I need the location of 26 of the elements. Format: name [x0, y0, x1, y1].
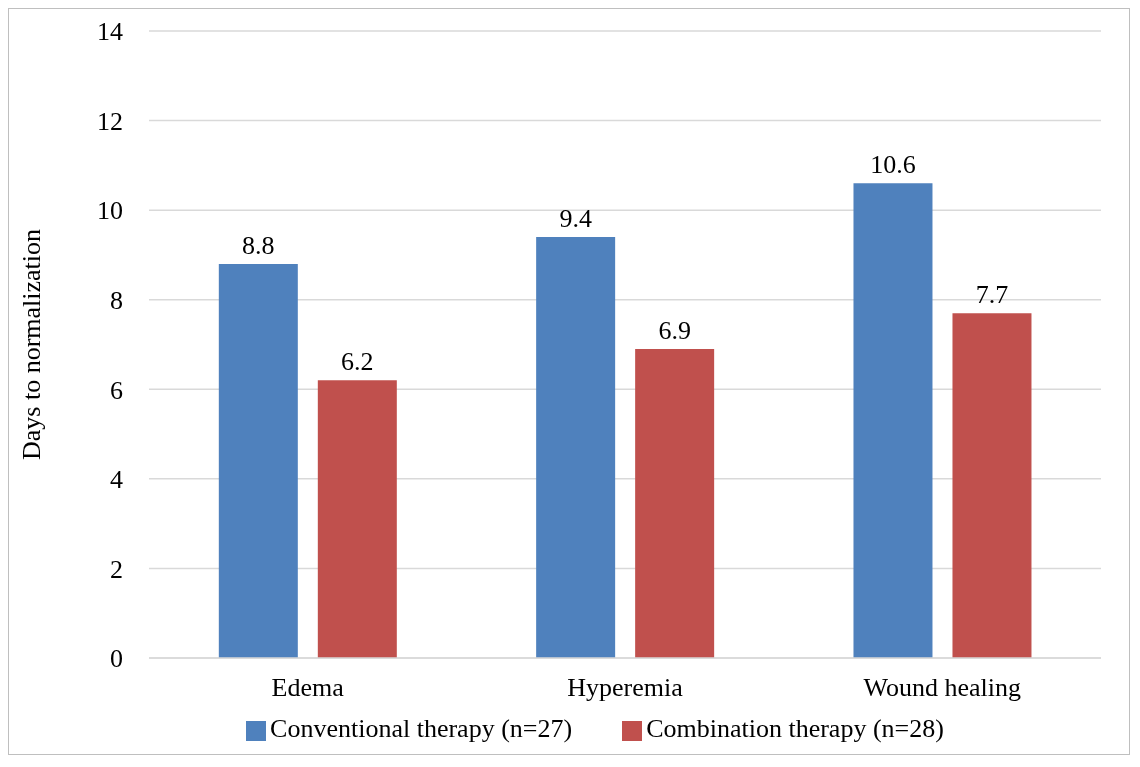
- data-label: 8.8: [242, 230, 275, 260]
- data-label: 6.9: [658, 315, 691, 345]
- y-tick-label: 0: [110, 644, 123, 674]
- bar: [853, 183, 933, 658]
- data-label: 7.7: [975, 280, 1009, 310]
- legend-label: Combination therapy (n=28): [646, 714, 944, 743]
- bar: [218, 263, 298, 658]
- data-label: 6.2: [341, 347, 374, 377]
- y-tick-label: 8: [110, 285, 123, 315]
- y-tick-label: 12: [97, 106, 123, 136]
- y-tick-label: 14: [97, 17, 123, 47]
- bar: [317, 380, 397, 658]
- y-tick-label: 2: [110, 554, 123, 584]
- bar: [635, 348, 715, 658]
- x-tick-label: Hyperemia: [567, 673, 684, 703]
- data-label: 9.4: [559, 204, 592, 234]
- y-tick-label: 4: [110, 465, 123, 495]
- x-tick-label: Wound healing: [863, 673, 1022, 703]
- y-axis-title: Days to normalization: [17, 228, 47, 461]
- bar: [536, 237, 616, 658]
- data-label: 10.6: [870, 150, 916, 180]
- legend-label: Conventional therapy (n=27): [270, 714, 573, 743]
- bar: [952, 313, 1032, 658]
- x-tick-label: Edema: [271, 673, 345, 703]
- y-tick-label: 6: [110, 375, 123, 405]
- y-tick-label: 10: [97, 196, 123, 226]
